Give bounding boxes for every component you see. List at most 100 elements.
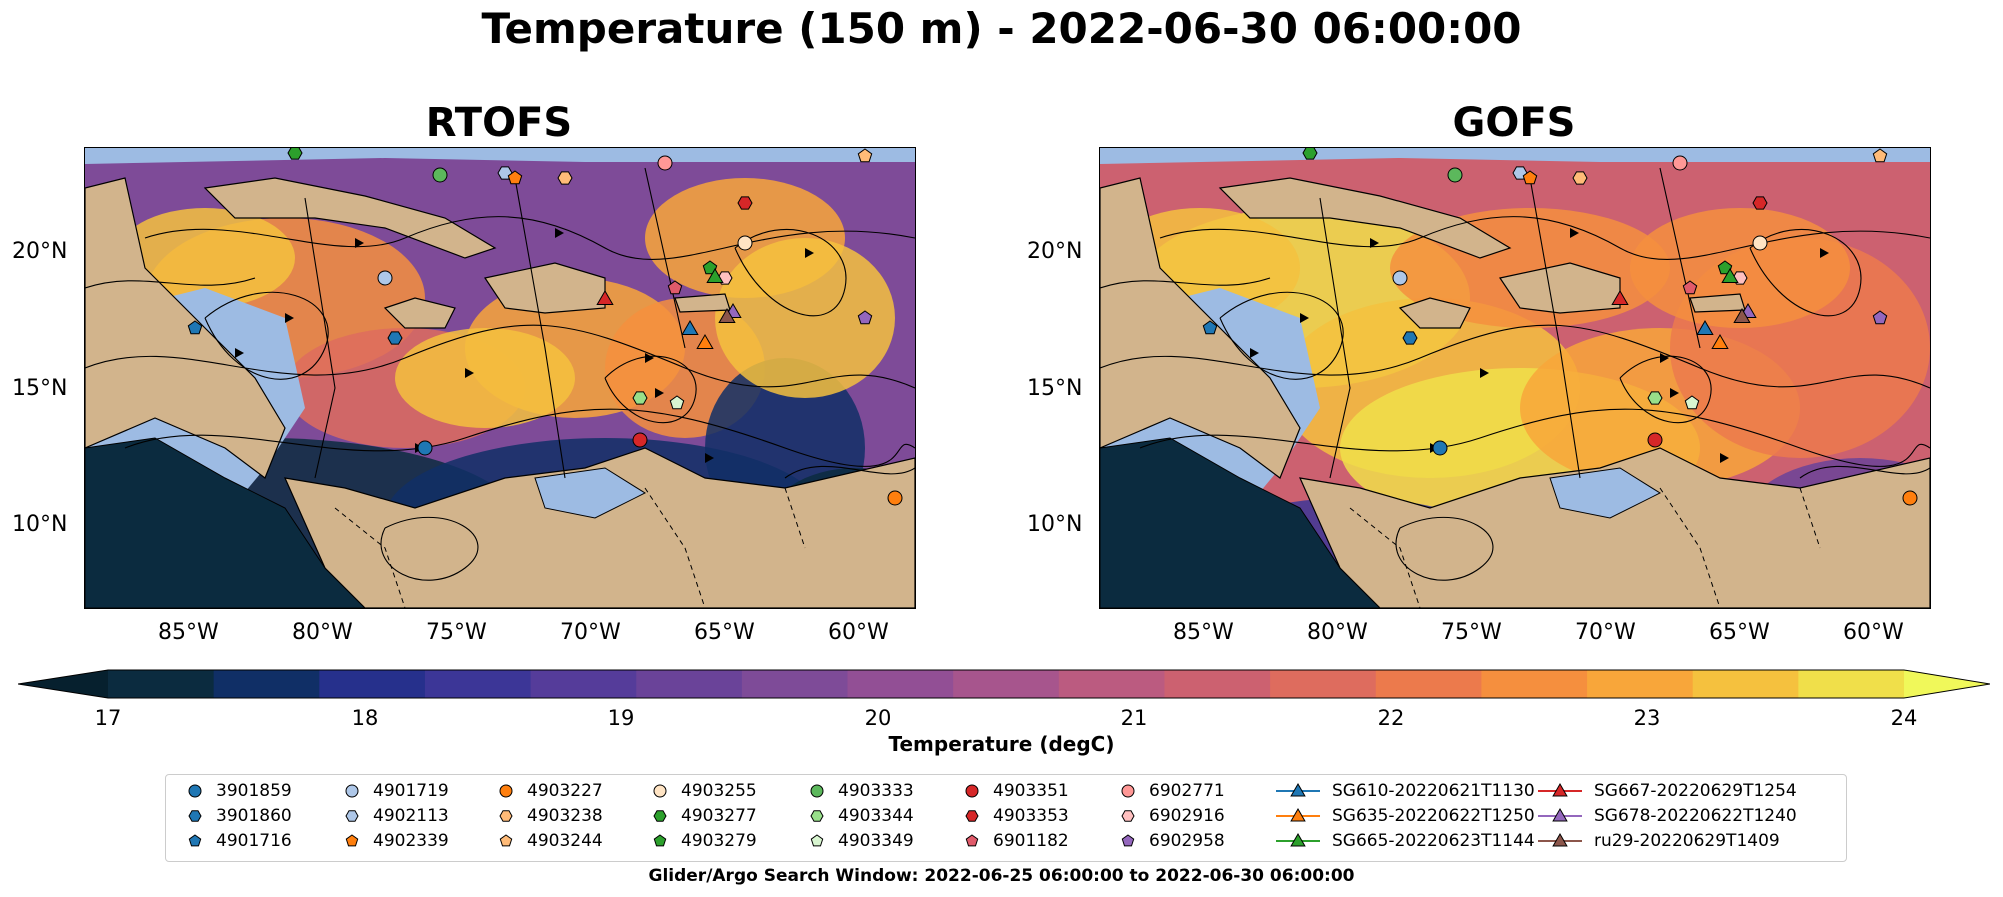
streamline	[380, 517, 479, 581]
legend-item-SG635-20220622T1250: SG635-20220622T1250	[1276, 806, 1535, 826]
argo-marker-4903277	[1302, 148, 1318, 160]
argo-marker-4903353	[1752, 196, 1768, 210]
colorbar-segment	[1058, 670, 1166, 698]
legend-label: 4903244	[527, 831, 603, 851]
legend-marker-icon	[499, 834, 513, 847]
legend-marker	[1290, 832, 1306, 847]
lat-label-15n-gofs: 15°N	[1027, 376, 1083, 401]
streamline-arrow	[1300, 313, 1309, 323]
colorbar-tick: 19	[607, 706, 635, 730]
legend-item-SG665-20220623T1144: SG665-20220623T1144	[1276, 831, 1535, 851]
legend-marker	[810, 810, 824, 822]
streamline	[1529, 177, 1581, 479]
argo-marker-4901719	[1392, 270, 1408, 286]
legend-marker-icon	[810, 784, 824, 798]
lon-label-85w-gofs: 85°W	[1173, 620, 1234, 645]
lat-label-10n-gofs: 10°N	[1027, 512, 1083, 537]
colorbar-label: Temperature (degC)	[888, 732, 1115, 756]
legend-label: 4903333	[838, 781, 914, 801]
colorbar-segment	[1692, 670, 1799, 698]
streamline	[1319, 197, 1351, 479]
pacific-side	[85, 437, 386, 608]
argo-marker-4903344	[632, 391, 648, 405]
legend-marker	[499, 810, 513, 822]
lat-label-20n-rtofs: 20°N	[12, 239, 68, 264]
legend-item-6902958: 6902958	[1119, 831, 1225, 851]
legend-label: 4902339	[373, 831, 449, 851]
land-central-america	[1100, 177, 1301, 479]
legend-item-4903333: 4903333	[808, 781, 914, 801]
lon-label-70w-rtofs: 70°W	[560, 620, 621, 645]
colorbar-extend-low	[18, 670, 108, 698]
legend-label: 4903277	[681, 806, 757, 826]
glider-marker-SG667-20220629T1254	[1611, 290, 1629, 305]
land-jamaica	[383, 297, 456, 329]
gofs-map	[1099, 147, 1931, 609]
legend-label: 3901860	[216, 806, 292, 826]
streamline-arrow	[355, 238, 364, 248]
legend-marker-icon	[810, 834, 824, 847]
lake-maracaibo	[1549, 467, 1662, 519]
legend-item-4903227: 4903227	[497, 781, 603, 801]
legend-item-SG667-20220629T1254: SG667-20220629T1254	[1538, 781, 1797, 801]
legend-marker	[810, 834, 824, 847]
glider-marker-SG635-20220622T1250	[696, 334, 714, 349]
glider-marker-ru29-20220629T1409	[1733, 308, 1751, 323]
search-window-caption: Glider/Argo Search Window: 2022-06-25 06…	[648, 866, 1355, 886]
streamline-arrow	[1570, 228, 1579, 238]
argo-marker-3901860	[1402, 331, 1418, 345]
colorbar-tick: 20	[864, 706, 892, 730]
legend-marker	[1121, 784, 1135, 798]
colorbar-segment	[424, 670, 532, 698]
colorbar-segment	[636, 670, 743, 698]
glider-marker-ru29-20220629T1409	[718, 308, 736, 323]
land-jamaica	[1398, 297, 1471, 329]
argo-marker-4903279	[1717, 260, 1733, 275]
argo-marker-4903244	[1872, 148, 1888, 163]
lon-label-80w-gofs: 80°W	[1307, 620, 1368, 645]
glider-marker-SG610-20220621T1130	[1696, 320, 1714, 335]
argo-marker-6901182	[667, 280, 683, 295]
legend-item-4903344: 4903344	[808, 806, 914, 826]
legend-marker	[1552, 807, 1568, 822]
colorbar-tick: 18	[351, 706, 379, 730]
legend-marker-icon	[499, 810, 513, 822]
argo-marker-4903344	[1647, 391, 1663, 405]
legend-marker	[1290, 782, 1306, 797]
streamline	[1100, 324, 1930, 389]
legend-label: 4903227	[527, 781, 603, 801]
streamline-arrow	[705, 453, 714, 463]
streamline	[1139, 408, 1930, 467]
colorbar-segment	[1375, 670, 1483, 698]
argo-marker-4903227	[887, 490, 903, 506]
legend-item-4903279: 4903279	[651, 831, 757, 851]
legend-marker	[345, 834, 359, 847]
colorbar-segment	[213, 670, 320, 698]
argo-marker-4903244	[857, 148, 873, 163]
legend-glider-icon	[1276, 807, 1320, 822]
figure-title: Temperature (150 m) - 2022-06-30 06:00:0…	[481, 4, 1522, 53]
legend-marker	[345, 810, 359, 822]
legend-label: 4903255	[681, 781, 757, 801]
legend-marker-icon	[499, 784, 513, 798]
legend-label: 4903353	[993, 806, 1069, 826]
colorbar-segment	[1481, 670, 1588, 698]
legend-label: 4901719	[373, 781, 449, 801]
legend-marker	[653, 834, 667, 847]
legend-marker	[810, 784, 824, 798]
streamline-arrow	[465, 368, 474, 378]
streamline-arrow	[655, 388, 664, 398]
argo-marker-4903349	[669, 395, 685, 410]
streamline	[734, 229, 847, 317]
glider-marker-SG610-20220621T1130	[681, 320, 699, 335]
argo-marker-4902339	[1522, 170, 1538, 185]
legend-label: 6902916	[1149, 806, 1225, 826]
legend-label: ru29-20220629T1409	[1594, 831, 1780, 851]
legend-label: SG667-20220629T1254	[1594, 781, 1797, 801]
argo-marker-4902339	[507, 170, 523, 185]
legend-label: 6901182	[993, 831, 1069, 851]
country-border	[1799, 487, 1821, 549]
colorbar-segment	[530, 670, 637, 698]
argo-marker-4903333	[1447, 167, 1463, 183]
legend-marker-icon	[1121, 834, 1135, 847]
